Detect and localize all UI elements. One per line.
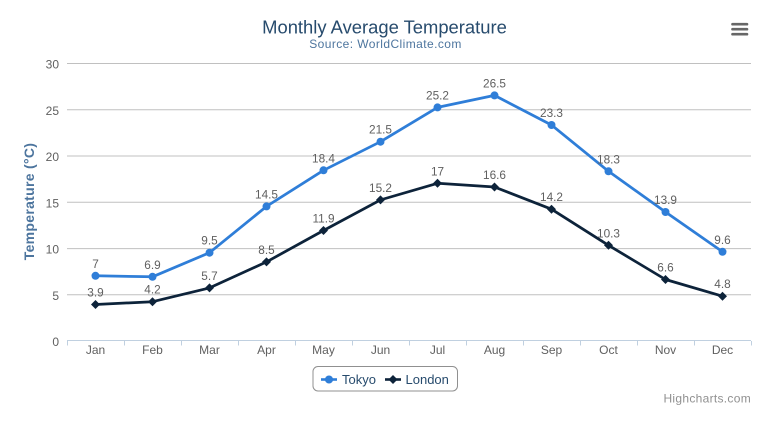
svg-text:Aug: Aug [484, 343, 505, 357]
svg-text:5: 5 [52, 289, 59, 303]
svg-text:Jun: Jun [371, 343, 390, 357]
svg-text:14.2: 14.2 [540, 190, 563, 204]
svg-text:21.5: 21.5 [369, 123, 392, 137]
svg-text:3.9: 3.9 [87, 286, 103, 300]
svg-text:5.7: 5.7 [201, 269, 217, 283]
svg-text:6.6: 6.6 [657, 261, 674, 275]
svg-text:Apr: Apr [257, 343, 276, 357]
svg-text:14.5: 14.5 [255, 187, 278, 201]
svg-text:4.2: 4.2 [144, 283, 160, 297]
svg-text:16.6: 16.6 [483, 168, 506, 182]
svg-text:10.3: 10.3 [597, 226, 620, 240]
svg-text:25: 25 [46, 104, 60, 118]
svg-text:Jan: Jan [86, 343, 105, 357]
svg-text:Monthly Average Temperature: Monthly Average Temperature [262, 17, 507, 38]
svg-text:15: 15 [46, 196, 60, 210]
svg-text:Nov: Nov [655, 343, 676, 357]
svg-text:20: 20 [46, 150, 60, 164]
svg-text:18.3: 18.3 [597, 152, 620, 166]
svg-text:Sep: Sep [541, 343, 563, 357]
svg-text:7: 7 [92, 257, 99, 271]
svg-text:10: 10 [46, 243, 60, 257]
svg-text:Highcharts.com: Highcharts.com [663, 392, 751, 406]
svg-text:17: 17 [431, 164, 444, 178]
svg-text:Temperature (°C): Temperature (°C) [21, 143, 37, 261]
svg-text:26.5: 26.5 [483, 76, 506, 90]
svg-text:Dec: Dec [712, 343, 733, 357]
svg-text:Mar: Mar [199, 343, 220, 357]
svg-text:11.9: 11.9 [312, 212, 334, 226]
svg-text:Oct: Oct [599, 343, 618, 357]
svg-text:0: 0 [52, 335, 59, 349]
svg-text:9.6: 9.6 [714, 233, 731, 247]
svg-text:9.5: 9.5 [201, 234, 218, 248]
svg-text:Jul: Jul [430, 343, 445, 357]
svg-text:30: 30 [46, 58, 60, 72]
svg-text:6.9: 6.9 [144, 258, 160, 272]
svg-text:London: London [406, 372, 449, 387]
svg-text:23.3: 23.3 [540, 106, 563, 120]
svg-text:8.5: 8.5 [258, 243, 275, 257]
svg-text:13.9: 13.9 [654, 193, 677, 207]
svg-text:May: May [312, 343, 335, 357]
svg-text:15.2: 15.2 [369, 181, 392, 195]
svg-text:Source: WorldClimate.com: Source: WorldClimate.com [309, 37, 462, 51]
svg-text:4.8: 4.8 [714, 277, 731, 291]
svg-text:Tokyo: Tokyo [342, 372, 376, 387]
svg-text:18.4: 18.4 [312, 151, 335, 165]
svg-text:Feb: Feb [142, 343, 163, 357]
svg-text:25.2: 25.2 [426, 88, 449, 102]
